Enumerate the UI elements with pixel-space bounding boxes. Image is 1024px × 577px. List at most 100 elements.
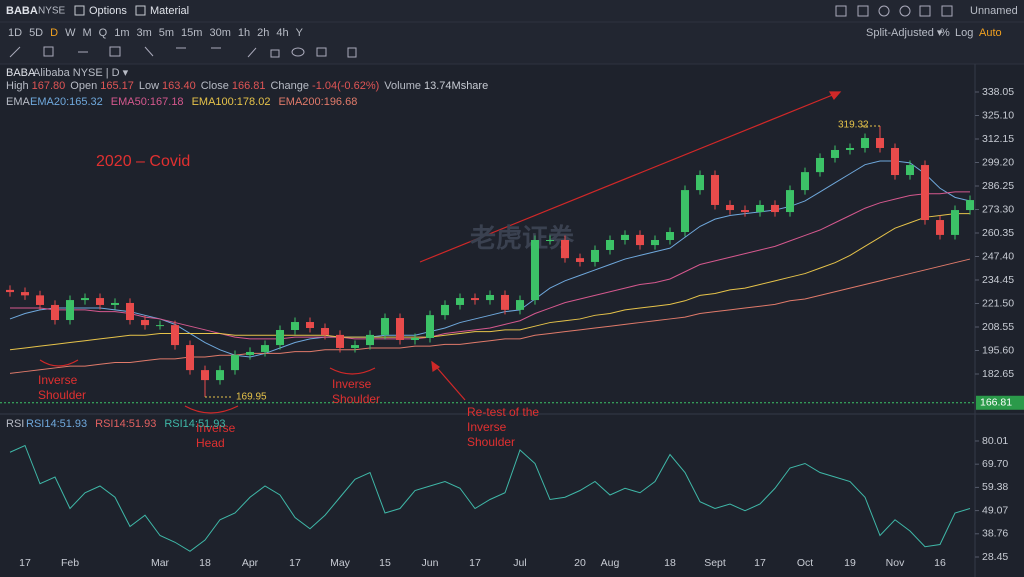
icon[interactable] (247, 47, 257, 58)
info-name: Alibaba NYSE | D ▾ (33, 67, 129, 79)
x-tick-label: 15 (379, 557, 391, 569)
x-tick-label: Aug (601, 557, 620, 569)
x-tick-label: Feb (61, 557, 79, 569)
candle-body (636, 234, 644, 246)
layout-name[interactable]: Unnamed (970, 5, 1018, 17)
adjust[interactable]: Split-Adjusted ▾ (866, 27, 943, 39)
annotation: Re-test of the (467, 405, 539, 419)
period[interactable]: 3m (136, 27, 151, 39)
candle-body (666, 232, 674, 240)
legend-entry: RSI14:51.93 (164, 418, 225, 430)
x-tick-label: 17 (469, 557, 481, 569)
bracket (329, 367, 376, 375)
period[interactable]: 5m (159, 27, 174, 39)
icon[interactable] (291, 47, 305, 57)
period[interactable]: 1D (8, 27, 22, 39)
y-tick-label: 299.20 (982, 156, 1014, 168)
period[interactable]: 15m (181, 27, 202, 39)
quote-label: Close (201, 80, 229, 92)
period[interactable]: 30m (209, 27, 230, 39)
quote-value: 166.81 (232, 80, 266, 92)
log[interactable]: Log (955, 27, 973, 39)
period[interactable]: 1m (114, 27, 129, 39)
icon[interactable] (347, 47, 357, 58)
y-tick-label: 59.38 (982, 481, 1008, 493)
candle-body (966, 200, 974, 211)
y-tick-label: 247.40 (982, 250, 1014, 262)
quote-label: Change (270, 80, 309, 92)
period[interactable]: Q (99, 27, 108, 39)
annotation: Shoulder (467, 435, 515, 449)
y-tick-label: 221.50 (982, 297, 1014, 309)
symbol[interactable]: BABA (6, 5, 38, 17)
low-label: 169.95 (236, 392, 267, 403)
tab[interactable]: Options (89, 5, 127, 17)
series-line (9, 444, 971, 552)
drawing-tools (9, 46, 357, 58)
candle-body (261, 345, 269, 352)
annotations-art (39, 91, 842, 414)
candle-body (171, 325, 179, 346)
x-tick-label: 20 (574, 557, 586, 569)
icon[interactable] (144, 46, 154, 57)
candle-body (681, 190, 689, 233)
annotation: Shoulder (38, 388, 86, 402)
arrowhead (828, 91, 842, 101)
period[interactable]: 4h (276, 27, 288, 39)
period[interactable]: D (50, 27, 58, 39)
candle-body (711, 175, 719, 205)
y-tick-label: 338.05 (982, 86, 1014, 98)
period[interactable]: M (82, 27, 91, 39)
candle-body (936, 220, 944, 235)
icon[interactable] (835, 5, 847, 17)
period[interactable]: W (65, 27, 76, 39)
icon (74, 5, 85, 16)
x-tick-label: Nov (886, 557, 905, 569)
icon[interactable] (878, 5, 890, 17)
period[interactable]: Y (296, 27, 304, 39)
x-tick-label: Jul (513, 557, 526, 569)
y-tick-label: 273.30 (982, 203, 1014, 215)
candle-body (231, 355, 239, 371)
icon[interactable] (899, 5, 911, 17)
icon[interactable] (270, 49, 280, 58)
period[interactable]: 1h (238, 27, 250, 39)
icon[interactable] (941, 5, 953, 17)
y-tick-label: 182.65 (982, 368, 1014, 380)
candle-body (51, 304, 59, 321)
watermark: 老虎证券 (470, 223, 575, 253)
candle-body (801, 172, 809, 191)
candle-body (291, 322, 299, 331)
candle-body (591, 249, 599, 262)
candle-body (336, 334, 344, 348)
candle-body (66, 300, 74, 321)
tab[interactable]: Material (150, 5, 189, 17)
candle-body (621, 234, 629, 240)
icon[interactable] (43, 46, 54, 57)
icon[interactable] (109, 46, 121, 57)
auto[interactable]: Auto (979, 27, 1002, 39)
candle-body (141, 320, 149, 326)
candle-body (441, 304, 449, 316)
series-line (9, 258, 971, 374)
icon[interactable] (919, 5, 931, 17)
period[interactable]: 2h (257, 27, 269, 39)
quote-value: 167.80 (32, 80, 66, 92)
trend-arrow (419, 91, 841, 263)
percent[interactable]: % (940, 27, 950, 39)
icon[interactable] (316, 47, 327, 57)
annotation: Inverse (332, 377, 372, 391)
candle-body (276, 330, 284, 346)
legend-entry: RSI14:51.93 (26, 418, 87, 430)
annotation: Inverse (467, 420, 507, 434)
icon[interactable] (857, 5, 869, 17)
period[interactable]: 5D (29, 27, 43, 39)
candle-body (816, 157, 824, 173)
annotation: Shoulder (332, 392, 380, 406)
candle-body (126, 302, 134, 321)
candle-body (321, 328, 329, 335)
x-tick-label: 18 (199, 557, 211, 569)
icon[interactable] (9, 46, 21, 58)
